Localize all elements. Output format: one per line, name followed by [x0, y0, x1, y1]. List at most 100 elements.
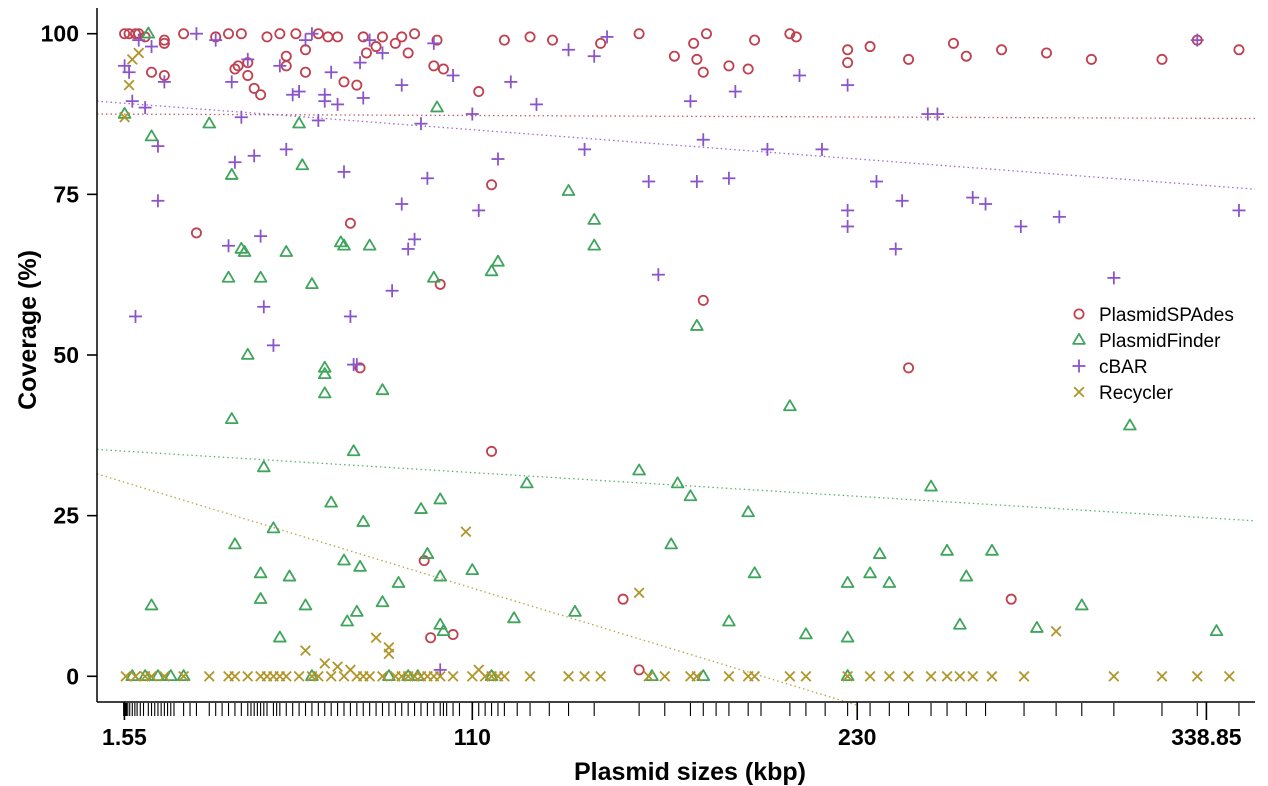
- trend-line-plasmidfinder: [96, 448, 1256, 522]
- plasmidspades-point: [1156, 53, 1168, 65]
- recycler-point: [903, 670, 914, 682]
- x-axis-title: Plasmid sizes (kbp): [574, 758, 806, 786]
- plasmidfinder-point: [561, 184, 576, 196]
- plasmidfinder-point: [305, 277, 319, 290]
- plasmidfinder-point: [282, 569, 297, 582]
- cbar-point: [132, 33, 146, 47]
- plasmidspades-point: [1085, 53, 1097, 65]
- recycler-point: [158, 670, 170, 682]
- legend-item-cbar: cBAR: [1072, 357, 1148, 378]
- plasmidspades-point: [749, 34, 761, 46]
- plasmidspades-point: [357, 31, 369, 43]
- recycler-point: [659, 670, 671, 682]
- plasmidspades-point: [235, 28, 247, 40]
- recycler-point: [1108, 670, 1120, 682]
- recycler-point: [1191, 670, 1203, 682]
- plasmidfinder-point: [295, 158, 310, 171]
- cbar-point: [145, 40, 159, 54]
- cbar-point: [979, 197, 993, 211]
- plasmidspades-point: [242, 69, 254, 81]
- plasmidfinder-point: [176, 669, 191, 682]
- plasmidfinder-point: [138, 669, 152, 682]
- legend-item-plasmidspades: PlasmidSPAdes: [1073, 305, 1234, 326]
- plasmidfinder-point: [683, 489, 698, 502]
- cbar-point: [1014, 219, 1028, 233]
- plasmidfinder-point: [144, 129, 159, 142]
- series-plasmidspades: [119, 28, 1245, 676]
- cbar-point: [792, 68, 806, 82]
- cbar-point: [189, 27, 203, 41]
- plasmidfinder-point: [507, 611, 521, 624]
- cbar-point: [305, 27, 319, 41]
- recycler-point: [633, 587, 645, 599]
- legend-marker: [1073, 308, 1085, 320]
- recycler-point: [325, 670, 337, 682]
- plasmidspades-point: [354, 362, 366, 374]
- plasmidfinder-point: [337, 553, 351, 566]
- legend-marker: [1072, 359, 1086, 373]
- plasmidfinder-point: [337, 238, 351, 251]
- cbar-point: [427, 36, 441, 50]
- recycler-point: [120, 670, 132, 682]
- cbar-point: [1190, 33, 1204, 47]
- cbar-point: [343, 309, 357, 323]
- series-recycler: [119, 47, 1235, 682]
- plasmidspades-point: [595, 37, 607, 49]
- trend-line-recycler: [96, 473, 858, 706]
- recycler-point: [784, 670, 796, 682]
- cbar-point: [247, 149, 261, 163]
- plasmidspades-point: [229, 63, 241, 75]
- legend-label: PlasmidSPAdes: [1099, 305, 1234, 326]
- plasmidfinder-point: [382, 669, 396, 682]
- plasmidfinder-point: [433, 617, 448, 630]
- recycler-point: [377, 670, 388, 682]
- cbar-point: [408, 232, 422, 246]
- cbar-point: [254, 229, 268, 243]
- recycler-point: [498, 670, 510, 682]
- cbar-point: [138, 101, 152, 115]
- plasmidfinder-point: [696, 669, 711, 682]
- plasmidspades-point: [370, 41, 382, 53]
- plasmidspades-point: [248, 82, 260, 94]
- recycler-point: [229, 670, 241, 682]
- cbar-point: [414, 117, 428, 131]
- x-tick-label: 230: [838, 724, 876, 750]
- cbar-point: [504, 75, 518, 89]
- recycler-point: [383, 648, 395, 660]
- plasmidfinder-point: [484, 669, 499, 682]
- recycler-point: [723, 670, 735, 682]
- cbar-point: [228, 155, 242, 169]
- plasmidspades-point: [486, 179, 498, 191]
- plasmidfinder-point: [324, 495, 338, 508]
- cbar-point: [841, 203, 855, 217]
- plasmidfinder-point: [568, 604, 582, 617]
- plasmidfinder-point: [353, 559, 367, 572]
- plasmidfinder-point: [253, 592, 268, 604]
- cbar-point: [395, 78, 409, 92]
- plasmidspades-point: [338, 76, 350, 88]
- recycler-point: [524, 670, 536, 682]
- plasmidspades-point: [842, 57, 854, 69]
- plasmidspades-point: [389, 37, 401, 49]
- trend-lines: [96, 100, 1256, 706]
- cbar-point: [350, 358, 364, 372]
- cbar-point: [433, 663, 447, 677]
- legend-item-recycler: Recycler: [1073, 383, 1174, 404]
- recycler-point: [178, 670, 190, 682]
- plasmidspades-point: [178, 28, 190, 40]
- plasmidfinder-point: [350, 604, 364, 617]
- plasmidfinder-point: [484, 264, 499, 277]
- recycler-point: [312, 670, 324, 682]
- plasmidspades-point: [1040, 47, 1052, 59]
- plasmidfinder-point: [253, 566, 268, 579]
- plasmidspades-point: [498, 34, 510, 46]
- x-tick-label: 338.85: [1171, 724, 1242, 750]
- recycler-point: [300, 645, 311, 657]
- recycler-point: [643, 670, 655, 682]
- plasmidspades-point: [617, 593, 629, 605]
- cbar-point: [895, 194, 909, 208]
- plasmidfinder-point: [840, 576, 855, 588]
- plasmidfinder-point: [202, 116, 217, 129]
- cbar-point: [122, 65, 136, 79]
- plasmidfinder-point: [375, 595, 390, 608]
